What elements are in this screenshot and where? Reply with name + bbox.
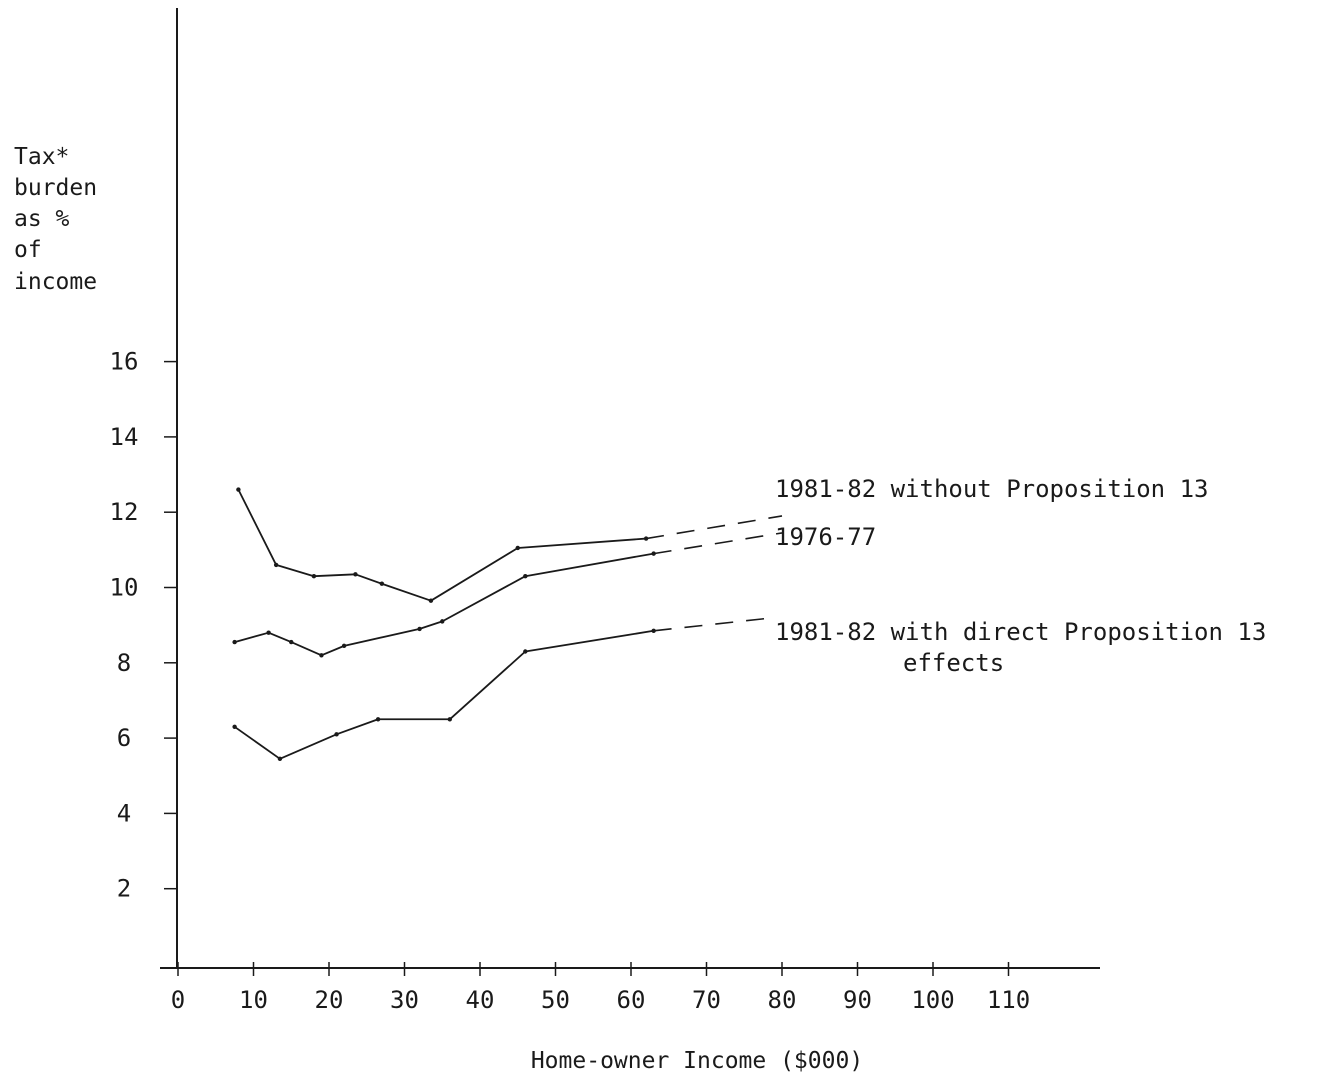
x-tick-label: 60 [617, 986, 646, 1014]
series-label: 1981-82 without Proposition 13 [775, 475, 1208, 503]
data-point [334, 732, 339, 737]
y-axis-title-line: income [14, 269, 97, 295]
x-ticks: 0 10 20 30 40 50 60 70 80 90 100 110 [171, 962, 1030, 1014]
series-line [237, 489, 647, 602]
data-point [232, 639, 237, 645]
series-dashed-extension [645, 515, 783, 540]
x-tick-label: 80 [768, 986, 797, 1014]
data-point [375, 717, 381, 722]
x-tick-label: 50 [541, 986, 570, 1014]
data-point [232, 724, 237, 730]
y-axis-title-line: of [14, 237, 42, 263]
x-tick-label: 90 [843, 986, 872, 1014]
data-point [289, 639, 294, 645]
data-point [447, 717, 452, 722]
x-axis-title: Home-owner Income ($000) [531, 1048, 863, 1074]
y-tick-label: 4 [117, 799, 131, 827]
data-point [353, 572, 358, 577]
data-point [273, 562, 279, 568]
x-tick-label: 0 [171, 986, 185, 1014]
x-tick-label: 20 [315, 986, 344, 1014]
series-line [234, 629, 654, 760]
y-tick-label: 12 [110, 498, 139, 526]
y-tick-label: 2 [117, 875, 131, 903]
series-label: 1981-82 with direct Proposition 13 [775, 618, 1266, 646]
y-axis-title-line: burden [14, 175, 97, 201]
y-tick-label: 16 [110, 348, 139, 376]
data-point [341, 643, 347, 649]
data-point [523, 574, 528, 579]
y-tick-label: 6 [117, 724, 131, 752]
data-point [379, 581, 385, 586]
y-axis-title: Tax* burden as % of income [14, 144, 97, 295]
data-point [428, 598, 434, 603]
series-labels: 1981-82 without Proposition 13 1976-77 198… [775, 475, 1266, 677]
x-tick-label: 100 [911, 986, 954, 1014]
y-tick-label: 14 [110, 423, 139, 451]
x-tick-label: 40 [466, 986, 495, 1014]
series-line [234, 552, 654, 657]
data-point [319, 653, 324, 658]
x-tick-label: 10 [239, 986, 268, 1014]
series-dashed-extension [653, 532, 783, 555]
series-label: effects [903, 649, 1004, 677]
y-tick-label: 10 [110, 574, 139, 602]
y-axis-title-line: Tax* [14, 144, 69, 170]
y-axis-title-line: as % [14, 206, 70, 232]
data-point [236, 487, 241, 492]
data-point [440, 619, 445, 624]
data-point [523, 649, 528, 654]
x-tick-label: 110 [987, 986, 1030, 1014]
x-tick-label: 70 [692, 986, 721, 1014]
data-point [277, 756, 283, 762]
y-tick-label: 8 [117, 649, 131, 677]
series-layer [232, 487, 783, 762]
series-label: 1976-77 [775, 523, 876, 551]
y-ticks: 2 4 6 8 10 12 14 16 [110, 348, 178, 903]
data-point [417, 626, 422, 632]
x-tick-label: 30 [390, 986, 419, 1014]
data-point [515, 545, 520, 551]
data-point [266, 630, 271, 635]
series-dashed-extension [653, 616, 775, 632]
data-point [311, 574, 317, 579]
